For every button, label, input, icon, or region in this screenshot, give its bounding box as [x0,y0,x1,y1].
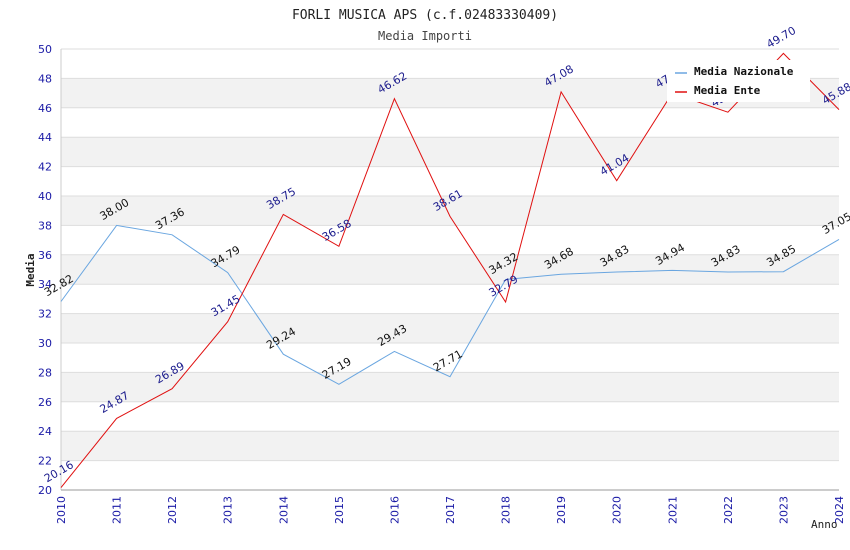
y-tick-label: 30 [38,337,52,350]
y-tick-label: 20 [38,484,52,497]
legend: Media Nazionale Media Ente [667,60,810,102]
legend-label-nazionale: Media Nazionale [694,65,794,78]
x-axis-label: Anno [811,518,838,531]
data-label-ente: 49.70 [764,24,798,51]
series-line-ente [60,52,840,488]
x-tick-labels: 2010 2011 2012 2013 2014 2015 2016 2017 2018 2019… [55,496,846,524]
y-tick-label: 48 [38,72,52,85]
x-tick-label: 2023 [777,496,790,524]
x-tick-label: 2015 [333,496,346,524]
y-tick-label: 24 [38,425,52,438]
x-tick-label: 2017 [444,496,457,524]
y-tick-label: 38 [38,219,52,232]
y-tick-label: 36 [38,249,52,262]
y-tick-label: 44 [38,131,52,144]
y-tick-labels: 20 22 24 26 28 30 32 34 36 38 40 42 44 46 48 50 [38,43,52,497]
grid-bands [61,78,839,461]
y-tick-label: 42 [38,161,52,174]
x-tick-label: 2010 [55,496,68,524]
x-tick-label: 2021 [666,496,679,524]
legend-box [667,60,810,102]
y-tick-label: 28 [38,366,52,379]
y-tick-label: 26 [38,396,52,409]
y-tick-label: 50 [38,43,52,56]
x-tick-label: 2014 [277,496,290,524]
x-tick-label: 2012 [166,496,179,524]
y-tick-label: 40 [38,190,52,203]
grid-band [61,431,839,461]
data-label-nazionale: 27.71 [431,347,465,374]
axes [60,49,839,491]
x-tick-label: 2011 [111,496,124,524]
x-tick-label: 2013 [222,496,235,524]
grid-band [61,137,839,167]
y-tick-label: 46 [38,102,52,115]
y-tick-label: 32 [38,308,52,321]
y-tick-label: 22 [38,455,52,468]
x-tick-label: 2024 [833,496,846,524]
legend-label-ente: Media Ente [694,84,761,97]
grid-band [61,254,839,285]
grid-band [61,196,839,226]
chart-subtitle: Media Importi [378,29,472,43]
x-tick-label: 2019 [555,496,568,524]
y-tick-label: 34 [38,278,52,291]
y-axis-label: Media [24,253,37,286]
series-line-nazionale [60,224,840,385]
x-tick-label: 2018 [500,496,513,524]
data-label-nazionale: 32.82 [42,272,76,299]
grid-band [61,372,839,402]
series-lines [60,52,840,488]
x-tick-label: 2016 [388,496,401,524]
x-tick-label: 2020 [611,496,624,524]
x-tick-label: 2022 [722,496,735,524]
grid-band [61,313,839,343]
chart-title: FORLI MUSICA APS (c.f.02483330409) [292,8,558,23]
